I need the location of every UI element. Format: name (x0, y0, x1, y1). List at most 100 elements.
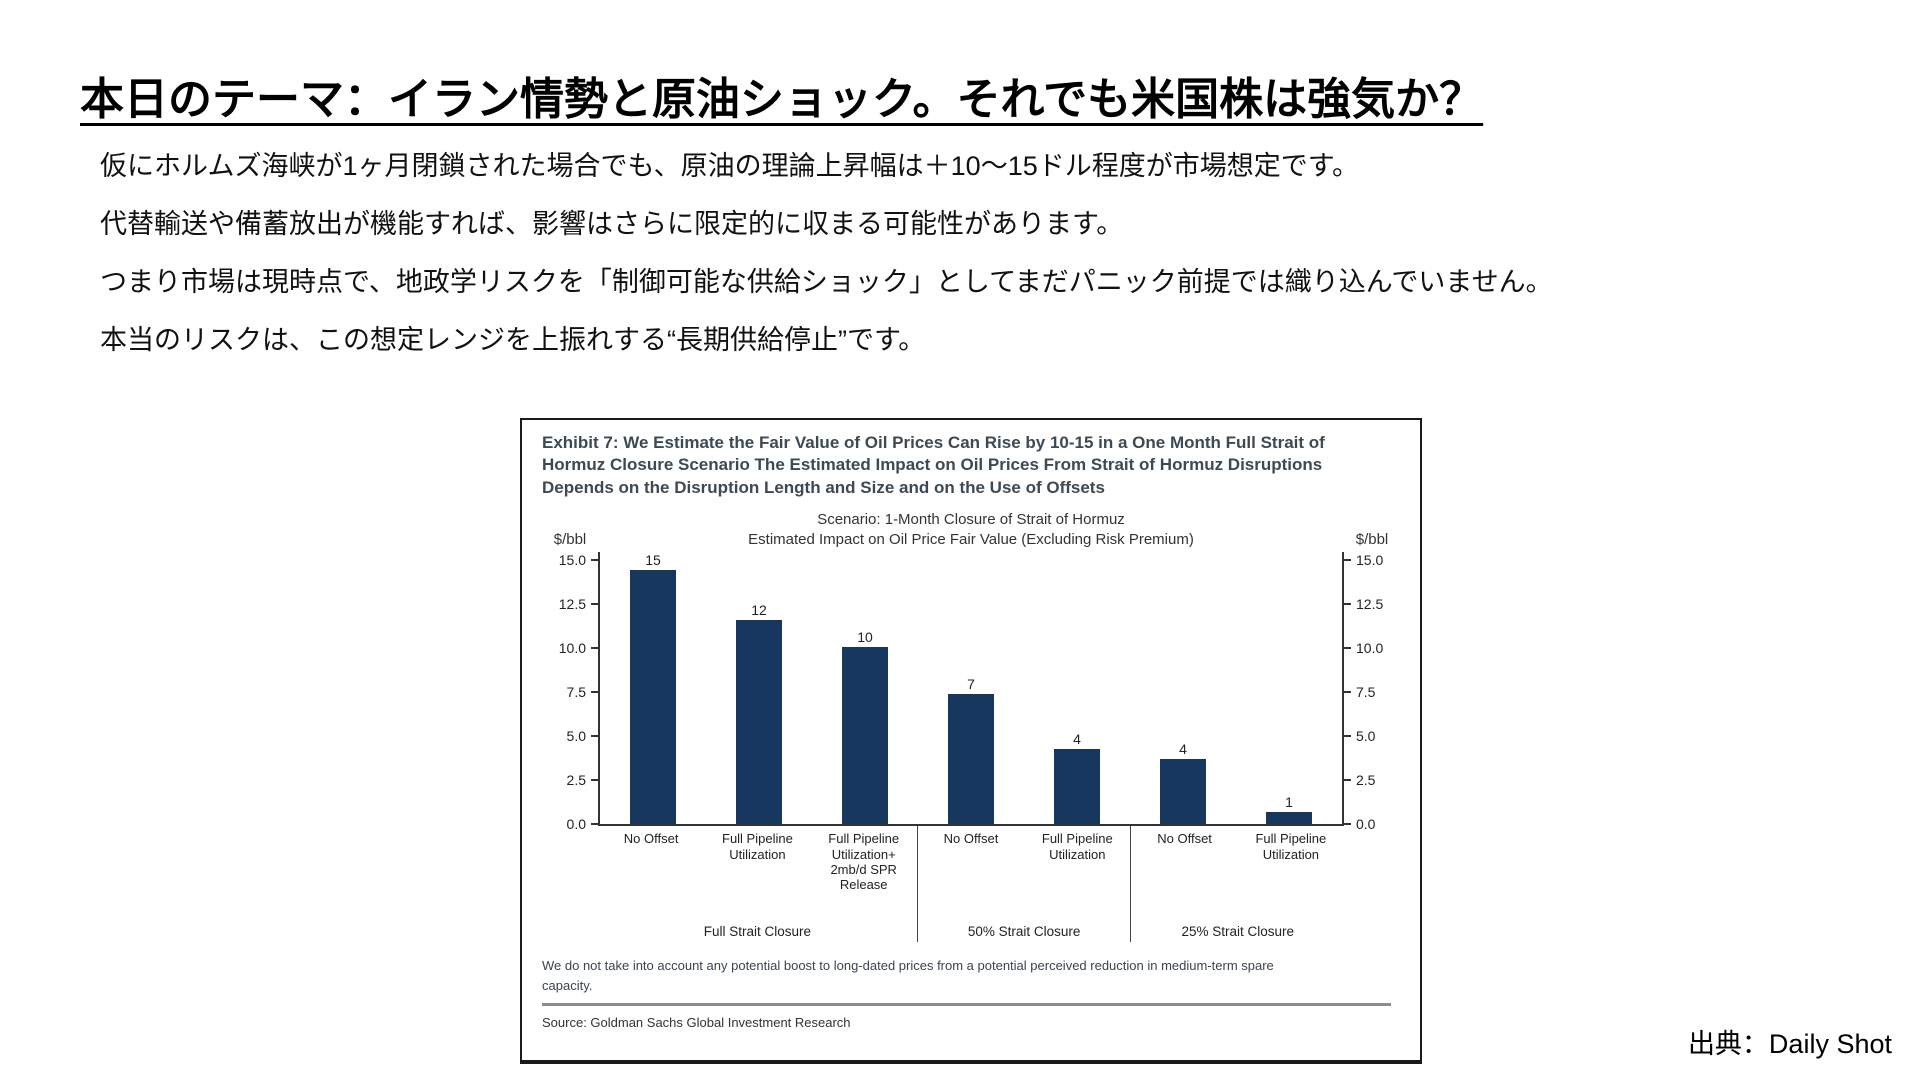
y-tick-mark (591, 779, 598, 782)
plot-area: 15 12 10 7 4 4 1 (598, 552, 1344, 827)
category-label: Full Pipeline Utilization (1041, 831, 1113, 862)
bar (1266, 812, 1312, 825)
category-labels: No Offset Full Pipeline Utilization (1131, 826, 1344, 862)
bar-value-label: 10 (857, 628, 873, 645)
y-tick-label: 15.0 (558, 552, 586, 569)
category-label: No Offset (943, 831, 999, 847)
x-axis-labels: No Offset Full Pipeline Utilization Full P… (598, 826, 1344, 943)
bar-value-label: 7 (967, 676, 975, 693)
y-tick-mark (591, 735, 598, 738)
y-tick-mark (591, 691, 598, 694)
bar (1160, 759, 1206, 825)
y-tick-label: 2.5 (1356, 772, 1376, 789)
chart-subtitle-row: $/bbl Estimated Impact on Oil Price Fair… (542, 531, 1400, 548)
category-cell: No Offset (1131, 831, 1237, 862)
bar-cell: 15 (600, 552, 706, 825)
x-axis-right-spacer (1344, 826, 1400, 942)
bar (948, 694, 994, 825)
y-axis-left: 15.0 12.5 10.0 7.5 5.0 2.5 0.0 (542, 552, 598, 832)
page-title: 本日のテーマ：イラン情勢と原油ショック。それでも米国株は強気か？ (80, 75, 1484, 125)
y-tick-label: 5.0 (566, 728, 586, 745)
y-tick-label: 5.0 (1356, 728, 1376, 745)
category-label: Full Pipeline Utilization (722, 831, 793, 862)
attribution: 出典：Daily Shot (1687, 1029, 1892, 1059)
group-label: Full Strait Closure (703, 924, 812, 940)
body-line-1: 仮にホルムズ海峡が1ヶ月閉鎖された場合でも、原油の理論上昇幅は＋10〜15ドル程… (100, 151, 1360, 181)
chart-subtitle: Estimated Impact on Oil Price Fair Value… (748, 531, 1194, 549)
x-axis-group: No Offset Full Pipeline Utilization 50% St… (916, 826, 1131, 943)
bar-value-label: 4 (1073, 730, 1081, 747)
category-cell: No Offset (598, 831, 704, 892)
category-cell: Full Pipeline Utilization+ 2mb/d SPR Rel… (811, 831, 917, 892)
exhibit-panel: Exhibit 7: We Estimate the Fair Value of… (520, 418, 1422, 1064)
chart-source: Source: Goldman Sachs Global Investment … (542, 1015, 851, 1031)
y-tick-mark (1344, 647, 1351, 650)
body-line-3: つまり市場は現時点で、地政学リスクを「制御可能な供給ショック」としてまだパニック… (100, 267, 1553, 297)
category-labels: No Offset Full Pipeline Utilization Full P… (598, 826, 917, 892)
category-label: No Offset (623, 831, 679, 847)
y-tick-mark (591, 559, 598, 562)
group-label: 50% Strait Closure (967, 924, 1081, 940)
chart-title-block: Scenario: 1-Month Closure of Strait of H… (542, 511, 1400, 548)
category-label: Full Pipeline Utilization (1255, 831, 1327, 862)
body-line-4: 本当のリスクは、この想定レンジを上振れする“長期供給停止”です。 (100, 325, 926, 355)
source-divider (542, 1003, 1392, 1007)
bar (736, 620, 782, 825)
category-label: No Offset (1157, 831, 1212, 847)
bar-value-label: 12 (751, 602, 767, 619)
y-tick-label: 10.0 (1356, 640, 1384, 657)
bar (1054, 748, 1100, 825)
y-tick-mark (591, 823, 598, 826)
bar-cell: 12 (706, 552, 812, 825)
chart-title: Scenario: 1-Month Closure of Strait of H… (817, 511, 1125, 529)
y-tick-label: 0.0 (1356, 816, 1376, 833)
chart-footnote: We do not take into account any potentia… (542, 958, 1274, 993)
category-cell: Full Pipeline Utilization (704, 831, 810, 892)
body-line-2: 代替輸送や備蓄放出が機能すれば、影響はさらに限定的に収まる可能性があります。 (100, 209, 1124, 239)
y-tick-label: 10.0 (558, 640, 586, 657)
y-tick-mark (1344, 823, 1351, 826)
x-axis-group: No Offset Full Pipeline Utilization 25% St… (1130, 826, 1344, 943)
y-tick-label: 0.0 (566, 816, 586, 833)
bar-value-label: 4 (1179, 741, 1187, 758)
bar-cell: 10 (812, 552, 918, 825)
y-tick-mark (1344, 779, 1351, 782)
y-tick-label: 7.5 (1356, 684, 1376, 701)
y-tick-mark (1344, 691, 1351, 694)
x-axis-left-spacer (542, 826, 598, 942)
bar-cell: 1 (1236, 552, 1342, 825)
bar (630, 570, 676, 825)
y-tick-label: 2.5 (566, 772, 586, 789)
y-axis-right: 15.0 12.5 10.0 7.5 5.0 2.5 0.0 (1344, 552, 1400, 832)
category-cell: No Offset (918, 831, 1024, 862)
bar-value-label: 1 (1285, 794, 1293, 810)
exhibit-heading: Exhibit 7: We Estimate the Fair Value of… (542, 433, 1325, 497)
bar-cell: 4 (1024, 552, 1130, 825)
group-label: 25% Strait Closure (1181, 924, 1294, 940)
y-tick-label: 12.5 (1356, 596, 1384, 613)
y-tick-mark (1344, 603, 1351, 606)
bar (842, 646, 888, 825)
y-tick-label: 12.5 (558, 596, 586, 613)
body-text: 仮にホルムズ海峡が1ヶ月閉鎖された場合でも、原油の理論上昇幅は＋10〜15ドル程… (100, 152, 1553, 384)
left-axis-unit: $/bbl (553, 531, 587, 549)
y-tick-mark (591, 603, 598, 606)
right-axis-unit: $/bbl (1355, 531, 1389, 549)
bar-value-label: 15 (645, 552, 661, 569)
category-cell: Full Pipeline Utilization (1024, 831, 1130, 862)
bar-cell: 4 (1130, 552, 1236, 825)
x-axis-group: No Offset Full Pipeline Utilization Full P… (598, 826, 917, 942)
bar-group: 15 12 10 (600, 552, 918, 825)
y-tick-mark (1344, 735, 1351, 738)
y-tick-label: 15.0 (1356, 552, 1384, 569)
category-label: Full Pipeline Utilization+ 2mb/d SPR Rel… (828, 831, 900, 893)
y-tick-mark (1344, 559, 1351, 562)
x-axis-label-grid: No Offset Full Pipeline Utilization Full P… (542, 826, 1400, 943)
bar-cell: 7 (918, 552, 1024, 825)
plot-grid: 15.0 12.5 10.0 7.5 5.0 2.5 0.0 15 12 10 7 4 4 1 15.0… (542, 552, 1400, 832)
y-tick-label: 7.5 (566, 684, 586, 701)
y-tick-mark (591, 647, 598, 650)
